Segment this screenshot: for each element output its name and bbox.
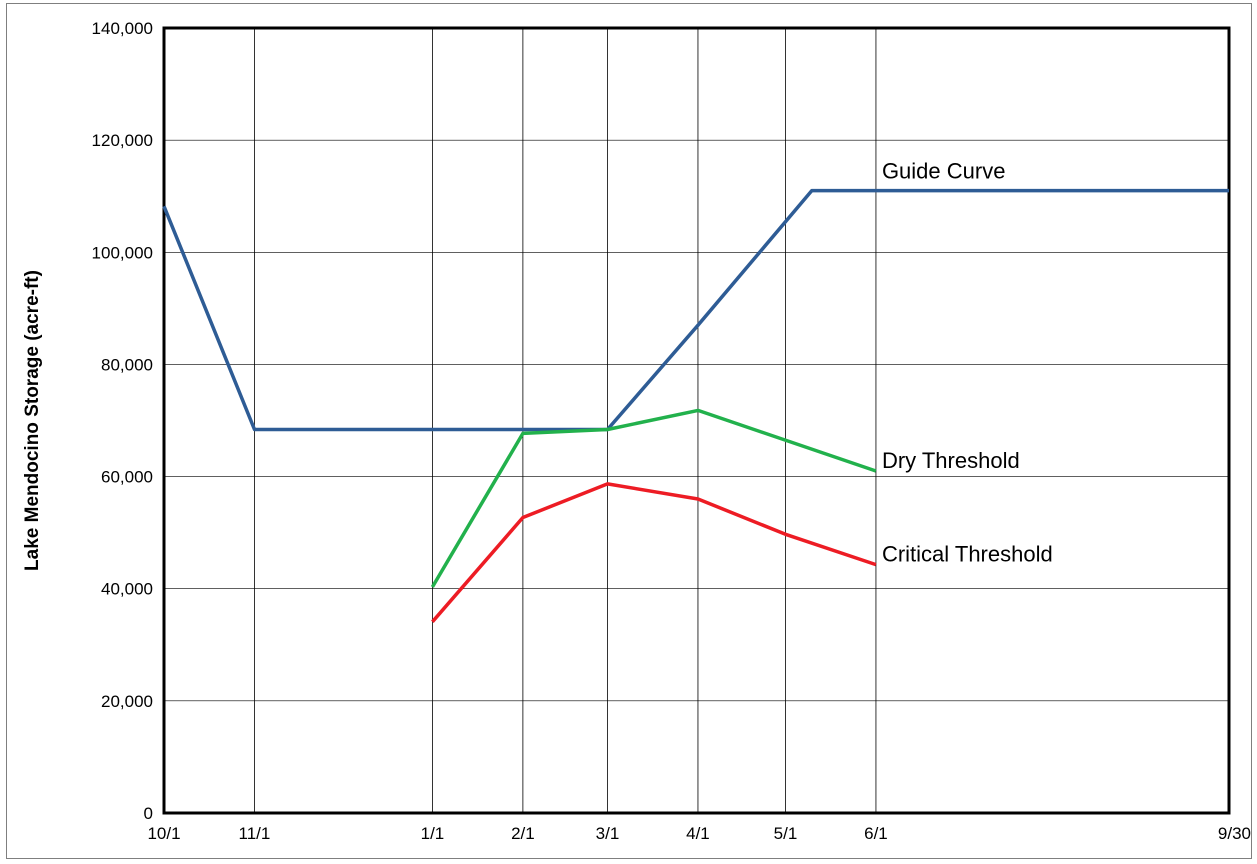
x-tick-label: 9/30 bbox=[1218, 824, 1251, 843]
y-tick-label: 100,000 bbox=[92, 243, 153, 262]
x-tick-label: 4/1 bbox=[686, 824, 710, 843]
x-tick-label: 10/1 bbox=[147, 824, 180, 843]
y-tick-label: 0 bbox=[144, 804, 153, 823]
y-tick-label: 80,000 bbox=[101, 355, 153, 374]
x-axis-ticks: 10/1 11/1 1/1 2/1 3/1 4/1 5/1 6/1 9/30 bbox=[147, 824, 1251, 843]
y-tick-label: 20,000 bbox=[101, 692, 153, 711]
chart-frame bbox=[6, 3, 1252, 859]
y-axis-label: Lake Mendocino Storage (acre-ft) bbox=[22, 270, 43, 571]
dry-threshold-label: Dry Threshold bbox=[882, 448, 1020, 473]
grid-lines bbox=[164, 28, 1229, 813]
x-tick-label: 5/1 bbox=[774, 824, 798, 843]
y-axis-ticks: 0 20,000 40,000 60,000 80,000 100,000 120,000 1… bbox=[92, 19, 153, 823]
x-tick-label: 6/1 bbox=[864, 824, 888, 843]
series-labels: Guide Curve Dry Threshold Critical Thresho… bbox=[882, 159, 1053, 567]
x-tick-label: 3/1 bbox=[596, 824, 620, 843]
guide-curve-label: Guide Curve bbox=[882, 159, 1006, 184]
guide-curve-line bbox=[162, 188, 1229, 432]
y-tick-label: 140,000 bbox=[92, 19, 153, 38]
x-tick-label: 1/1 bbox=[421, 824, 445, 843]
y-tick-label: 40,000 bbox=[101, 580, 153, 599]
y-tick-label: 60,000 bbox=[101, 468, 153, 487]
y-tick-label: 120,000 bbox=[92, 131, 153, 150]
critical-threshold-line bbox=[431, 482, 877, 623]
critical-threshold-label: Critical Threshold bbox=[882, 542, 1053, 567]
dry-threshold-line bbox=[430, 408, 877, 588]
x-tick-label: 2/1 bbox=[511, 824, 535, 843]
x-tick-label: 11/1 bbox=[239, 824, 271, 843]
series-lines bbox=[162, 188, 1229, 623]
plot-area-border bbox=[162, 26, 1231, 815]
